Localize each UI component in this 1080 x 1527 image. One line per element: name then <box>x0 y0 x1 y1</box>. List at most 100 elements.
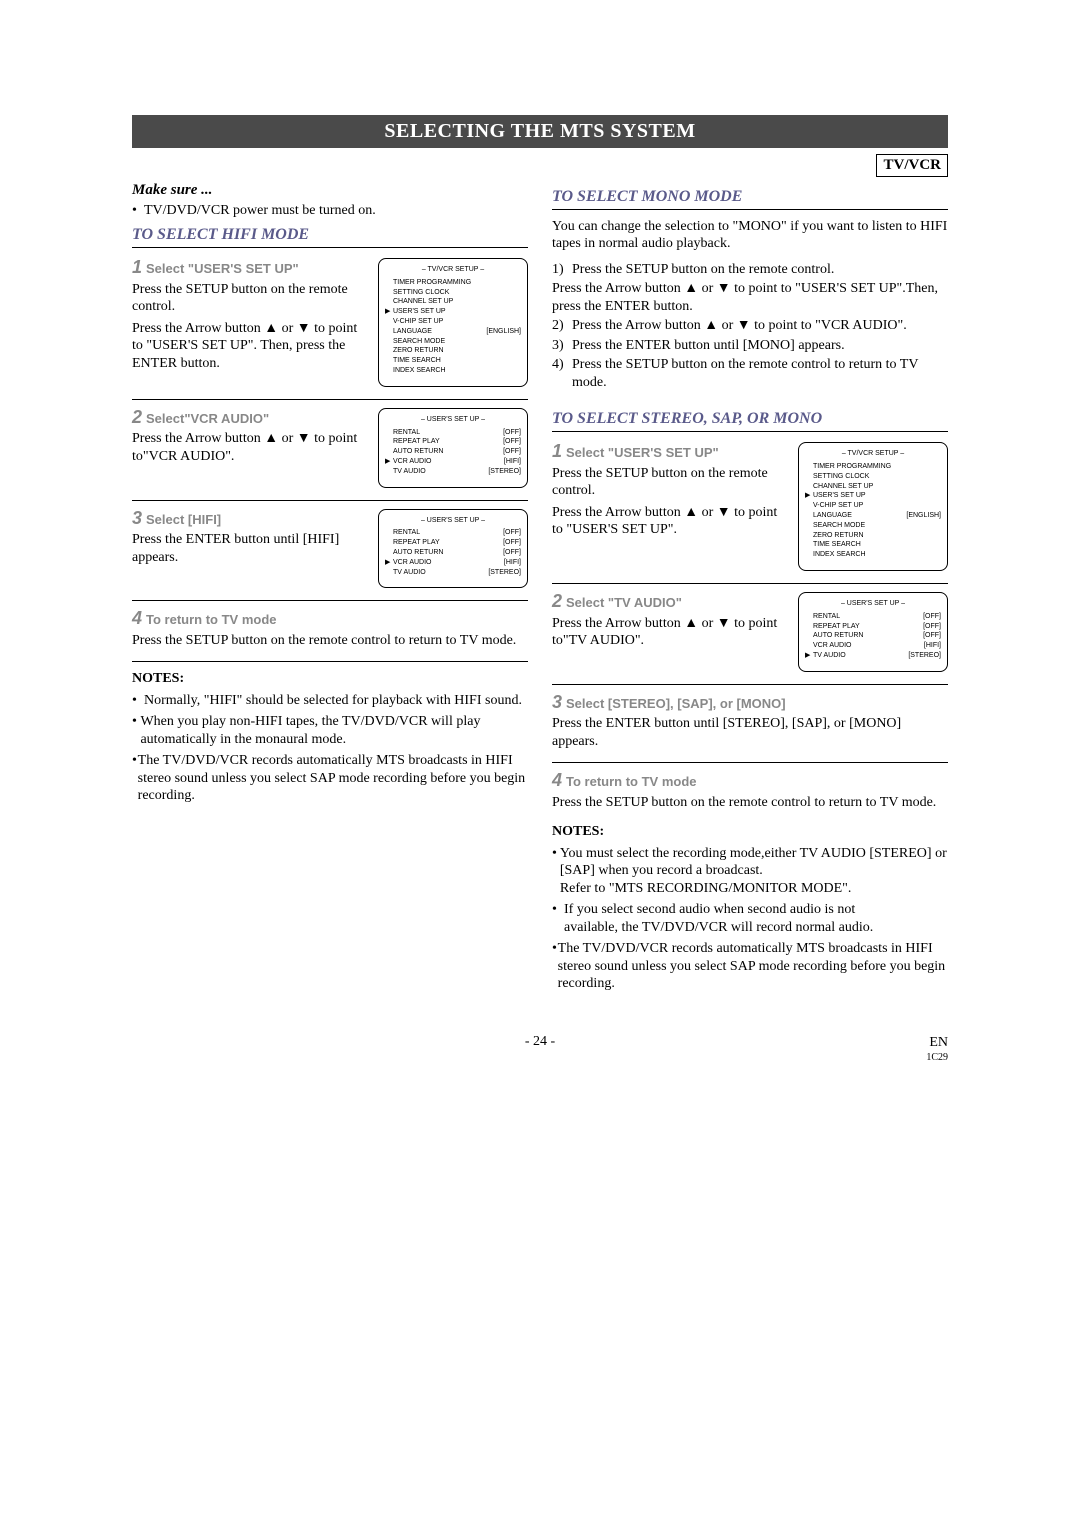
right-column: TO SELECT MONO MODE You can change the s… <box>552 181 948 997</box>
step1-head: 1Select "USER'S SET UP" <box>132 256 370 279</box>
osd-lines: RENTAL[OFF]REPEAT PLAY[OFF]AUTO RETURN[O… <box>385 428 521 477</box>
mono-step-2: 2)Press the Arrow button ▲ or ▼ to point… <box>552 317 948 335</box>
rule <box>552 684 948 685</box>
rule <box>552 583 948 584</box>
osd-title: – USER'S SET UP – <box>385 415 521 425</box>
osd-line: ZERO RETURN <box>385 346 521 356</box>
osd-line: ▶USER'S SET UP <box>805 491 941 501</box>
osd-line: ▶TV AUDIO[STEREO] <box>805 651 941 661</box>
osd-lines: TIMER PROGRAMMINGSETTING CLOCKCHANNEL SE… <box>385 278 521 376</box>
step1-p1: Press the SETUP button on the remote con… <box>132 281 370 316</box>
osd-lines: RENTAL[OFF]REPEAT PLAY[OFF]AUTO RETURN[O… <box>805 612 941 661</box>
osd-line: AUTO RETURN[OFF] <box>805 631 941 641</box>
osd-line: INDEX SEARCH <box>805 550 941 560</box>
osd-line: CHANNEL SET UP <box>805 482 941 492</box>
mono-intro: You can change the selection to "MONO" i… <box>552 218 948 253</box>
osd-line: TV AUDIO[STEREO] <box>385 568 521 578</box>
right-note-1: •You must select the recording mode,eith… <box>552 845 948 898</box>
osd-line: AUTO RETURN[OFF] <box>385 548 521 558</box>
left-note-1: •Normally, "HIFI" should be selected for… <box>132 692 528 710</box>
osd-line: ▶VCR AUDIO[HIFI] <box>385 558 521 568</box>
s4-head: 4To return to TV mode <box>552 769 948 792</box>
make-sure-heading: Make sure ... <box>132 181 528 200</box>
osd-line: REPEAT PLAY[OFF] <box>805 622 941 632</box>
osd-line: TIME SEARCH <box>805 540 941 550</box>
step2-p1: Press the Arrow button ▲ or ▼ to point t… <box>132 430 370 465</box>
osd-line: SETTING CLOCK <box>805 472 941 482</box>
step3-p1: Press the ENTER button until [HIFI] appe… <box>132 531 370 566</box>
osd-line: TIMER PROGRAMMING <box>385 278 521 288</box>
step4-p1: Press the SETUP button on the remote con… <box>132 632 528 650</box>
osd-user-vcr-1: – USER'S SET UP – RENTAL[OFF]REPEAT PLAY… <box>378 408 528 488</box>
rule <box>132 500 528 501</box>
left-note-3: •The TV/DVD/VCR records automatically MT… <box>132 752 528 805</box>
osd-line: LANGUAGE[ENGLISH] <box>805 511 941 521</box>
osd-line: CHANNEL SET UP <box>385 297 521 307</box>
left-column: Make sure ... •TV/DVD/VCR power must be … <box>132 181 528 997</box>
doc-code: 1C29 <box>132 1052 948 1065</box>
s1-head: 1Select "USER'S SET UP" <box>552 440 790 463</box>
osd-line: TV AUDIO[STEREO] <box>385 467 521 477</box>
osd-line: REPEAT PLAY[OFF] <box>385 538 521 548</box>
s4-p1: Press the SETUP button on the remote con… <box>552 794 948 812</box>
osd-line: RENTAL[OFF] <box>385 528 521 538</box>
power-note-text: TV/DVD/VCR power must be turned on. <box>144 202 376 220</box>
step1-p2: Press the Arrow button ▲ or ▼ to point t… <box>132 320 370 373</box>
mono-step-3: 3)Press the ENTER button until [MONO] ap… <box>552 337 948 355</box>
osd-line: RENTAL[OFF] <box>805 612 941 622</box>
osd-line: TIME SEARCH <box>385 356 521 366</box>
s1-p2: Press the Arrow button ▲ or ▼ to point t… <box>552 504 790 539</box>
rule <box>132 661 528 662</box>
osd-lines: RENTAL[OFF]REPEAT PLAY[OFF]AUTO RETURN[O… <box>385 528 521 577</box>
power-note: •TV/DVD/VCR power must be turned on. <box>132 202 528 220</box>
osd-line: INDEX SEARCH <box>385 366 521 376</box>
osd-title: – TV/VCR SETUP – <box>385 265 521 275</box>
osd-line: LANGUAGE[ENGLISH] <box>385 327 521 337</box>
s1-p1: Press the SETUP button on the remote con… <box>552 465 790 500</box>
s2-head: 2Select "TV AUDIO" <box>552 590 790 613</box>
osd-user-tv: – USER'S SET UP – RENTAL[OFF]REPEAT PLAY… <box>798 592 948 672</box>
osd-line: ▶VCR AUDIO[HIFI] <box>385 457 521 467</box>
notes-heading-left: NOTES: <box>132 670 528 688</box>
osd-title: – USER'S SET UP – <box>805 599 941 609</box>
right-note-2: •If you select second audio when second … <box>552 901 948 936</box>
mono-step-1b: Press the Arrow button ▲ or ▼ to point t… <box>552 280 948 315</box>
step4-head: 4To return to TV mode <box>132 607 528 630</box>
rule <box>132 600 528 601</box>
osd-line: V-CHIP SET UP <box>385 317 521 327</box>
mono-step-4: 4)Press the SETUP button on the remote c… <box>552 356 948 391</box>
osd-line: TIMER PROGRAMMING <box>805 462 941 472</box>
mono-mode-title: TO SELECT MONO MODE <box>552 187 948 210</box>
stereo-title: TO SELECT STEREO, SAP, OR MONO <box>552 409 948 432</box>
step3-head: 3Select [HIFI] <box>132 507 370 530</box>
osd-title: – TV/VCR SETUP – <box>805 449 941 459</box>
osd-line: SEARCH MODE <box>385 337 521 347</box>
osd-line: SEARCH MODE <box>805 521 941 531</box>
step2-head: 2Select"VCR AUDIO" <box>132 406 370 429</box>
osd-lines: TIMER PROGRAMMINGSETTING CLOCKCHANNEL SE… <box>805 462 941 560</box>
s3-p1: Press the ENTER button until [STEREO], [… <box>552 715 948 750</box>
osd-setup-2: – TV/VCR SETUP – TIMER PROGRAMMINGSETTIN… <box>798 442 948 571</box>
osd-title: – USER'S SET UP – <box>385 516 521 526</box>
osd-user-vcr-2: – USER'S SET UP – RENTAL[OFF]REPEAT PLAY… <box>378 509 528 589</box>
osd-line: ZERO RETURN <box>805 531 941 541</box>
right-note-3: •The TV/DVD/VCR records automatically MT… <box>552 940 948 993</box>
hifi-mode-title: TO SELECT HIFI MODE <box>132 225 528 248</box>
notes-heading-right: NOTES: <box>552 823 948 841</box>
osd-line: ▶USER'S SET UP <box>385 307 521 317</box>
osd-line: SETTING CLOCK <box>385 288 521 298</box>
osd-line: AUTO RETURN[OFF] <box>385 447 521 457</box>
tvvcr-badge: TV/VCR <box>876 154 948 177</box>
page-banner: SELECTING THE MTS SYSTEM <box>132 115 948 148</box>
osd-line: V-CHIP SET UP <box>805 501 941 511</box>
s2-p1: Press the Arrow button ▲ or ▼ to point t… <box>552 615 790 650</box>
osd-line: REPEAT PLAY[OFF] <box>385 437 521 447</box>
left-note-2: •When you play non-HIFI tapes, the TV/DV… <box>132 713 528 748</box>
s3-head: 3Select [STEREO], [SAP], or [MONO] <box>552 691 948 714</box>
osd-line: RENTAL[OFF] <box>385 428 521 438</box>
rule <box>132 399 528 400</box>
osd-line: VCR AUDIO[HIFI] <box>805 641 941 651</box>
mono-step-1: 1)Press the SETUP button on the remote c… <box>552 261 948 279</box>
rule <box>552 762 948 763</box>
osd-setup-1: – TV/VCR SETUP – TIMER PROGRAMMINGSETTIN… <box>378 258 528 387</box>
